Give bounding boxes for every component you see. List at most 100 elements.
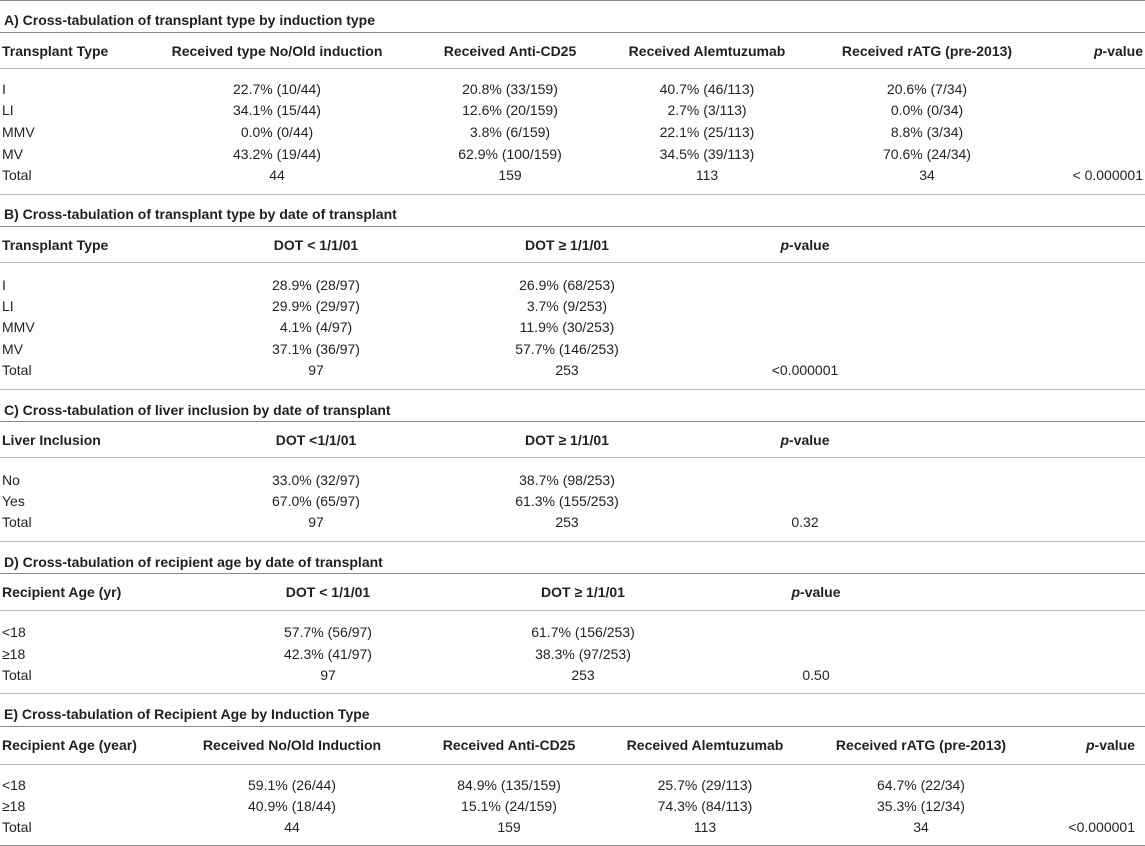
section-e-column-header: Recipient Age (year) [2,737,137,753]
section-c-column-header: Liver Inclusion [2,432,101,448]
section-b-table-cell: 26.9% (68/253) [519,277,615,293]
section-c-title: C) Cross-tabulation of liver inclusion b… [4,402,391,418]
section-d-table-cell: 253 [571,667,595,683]
section-e-table-cell: 84.9% (135/159) [457,777,561,793]
section-d-table-cell: 42.3% (41/97) [284,646,372,662]
section-c-table-cell: 33.0% (32/97) [272,472,360,488]
section-c-table-cell: 97 [308,514,324,530]
section-a-row-label: LI [2,102,14,118]
section-a-table-cell: 8.8% (3/34) [890,124,964,140]
section-b-title: B) Cross-tabulation of transplant type b… [4,206,397,222]
section-e-table-cell: 15.1% (24/159) [461,798,557,814]
section-b-row-label: MMV [2,319,35,335]
section-a-table-cell: 70.6% (24/34) [883,146,971,162]
section-a-table-cell: 22.1% (25/113) [659,124,755,140]
section-c-table-cell: 253 [555,514,579,530]
section-e-column-header: Received Anti-CD25 [442,737,576,753]
section-c-subheader-rule [0,457,1145,458]
section-a-table-cell: 22.7% (10/44) [233,81,321,97]
section-c-column-header: DOT <1/1/01 [275,432,357,448]
section-a-row-label: Total [2,167,32,183]
section-e-row-label: ≥18 [2,798,26,814]
section-a-header-rule [0,32,1145,33]
section-b-table-cell: 29.9% (29/97) [272,298,360,314]
section-a-table-cell: 62.9% (100/159) [458,146,562,162]
section-e-subheader-rule [0,764,1145,765]
section-a-table-cell: 0.0% (0/34) [890,102,964,118]
section-a-table-cell: 0.0% (0/44) [240,124,314,140]
section-d-column-header: p-value [791,584,841,600]
section-e-title: E) Cross-tabulation of Recipient Age by … [4,706,370,722]
section-e-column-header: Received Alemtuzumab [626,737,784,753]
section-b-top-rule [0,194,1145,195]
section-b-table-cell: 37.1% (36/97) [272,341,360,357]
section-d-top-rule [0,541,1145,542]
section-d-row-label: ≥18 [2,646,26,662]
section-a-column-header: Transplant Type [2,43,109,59]
section-c-top-rule [0,389,1145,390]
section-c-column-header: p-value [780,432,830,448]
section-b-subheader-rule [0,262,1145,263]
section-a-table-cell: 40.7% (46/113) [659,81,755,97]
section-e-table-cell: 44 [284,819,300,835]
section-d-row-label: <18 [2,624,26,640]
section-d-table-cell: 38.3% (97/253) [535,646,631,662]
section-b-row-label: MV [2,341,23,357]
section-b-column-header: DOT ≥ 1/1/01 [525,237,609,253]
section-c-row-label: Yes [2,493,25,509]
section-c-table-cell: 0.32 [791,514,819,530]
section-e-table-cell: 113 [693,819,717,835]
section-b-row-label: I [2,277,6,293]
section-d-table-cell: 61.7% (156/253) [531,624,635,640]
section-a-row-label: I [2,81,6,97]
section-a-table-cell: 34.5% (39/113) [659,146,755,162]
section-d-header-rule [0,573,1145,574]
section-d-table-cell: 97 [320,667,336,683]
section-a-column-header: Received Anti-CD25 [443,43,577,59]
section-e-column-header: Received No/Old Induction [202,737,382,753]
section-e-table-cell: 59.1% (26/44) [248,777,336,793]
section-a-table-cell: 43.2% (19/44) [233,146,321,162]
section-e-row-label: <18 [2,777,26,793]
section-e-table-cell: 159 [497,819,521,835]
section-d-subheader-rule [0,610,1145,611]
section-b-header-rule [0,226,1145,227]
section-b-table-cell: 3.7% (9/253) [526,298,608,314]
section-a-column-header: Received Alemtuzumab [628,43,786,59]
section-a-table-cell: < 0.000001 [1072,167,1143,183]
section-c-row-label: No [2,472,20,488]
section-d-column-header: DOT < 1/1/01 [285,584,371,600]
section-a-column-header: Received type No/Old induction [171,43,383,59]
section-d-table-cell: 0.50 [802,667,830,683]
section-b-row-label: LI [2,298,14,314]
section-b-column-header: DOT < 1/1/01 [273,237,359,253]
section-a-title: A) Cross-tabulation of transplant type b… [4,12,376,28]
section-b-table-cell: <0.000001 [771,362,839,378]
section-a-table-cell: 20.6% (7/34) [886,81,968,97]
section-d-column-header: DOT ≥ 1/1/01 [541,584,625,600]
section-c-table-cell: 61.3% (155/253) [515,493,619,509]
section-d-table-cell: 57.7% (56/97) [284,624,372,640]
section-b-row-label: Total [2,362,32,378]
section-e-table-cell: <0.000001 [1068,819,1135,835]
section-e-table-cell: 40.9% (18/44) [248,798,336,814]
section-a-table-cell: 2.7% (3/113) [667,102,747,118]
section-d-column-header: Recipient Age (yr) [2,584,122,600]
section-e-table-cell: 34 [913,819,929,835]
section-e-table-cell: 64.7% (22/34) [877,777,965,793]
section-c-column-header: DOT ≥ 1/1/01 [525,432,609,448]
section-a-top-rule [0,0,1145,1]
section-a-table-cell: 44 [269,167,285,183]
section-a-table-cell: 34 [919,167,935,183]
section-a-table-cell: 159 [498,167,522,183]
section-a-table-cell: 113 [695,167,719,183]
section-a-table-cell: 20.8% (33/159) [462,81,558,97]
section-d-title: D) Cross-tabulation of recipient age by … [4,554,383,570]
section-a-row-label: MV [2,146,23,162]
section-e-header-rule [0,726,1145,727]
section-c-header-rule [0,421,1145,422]
section-b-table-cell: 57.7% (146/253) [515,341,619,357]
section-b-table-cell: 253 [555,362,579,378]
section-a-column-header: p-value [1093,43,1143,59]
section-a-subheader-rule [0,68,1145,69]
